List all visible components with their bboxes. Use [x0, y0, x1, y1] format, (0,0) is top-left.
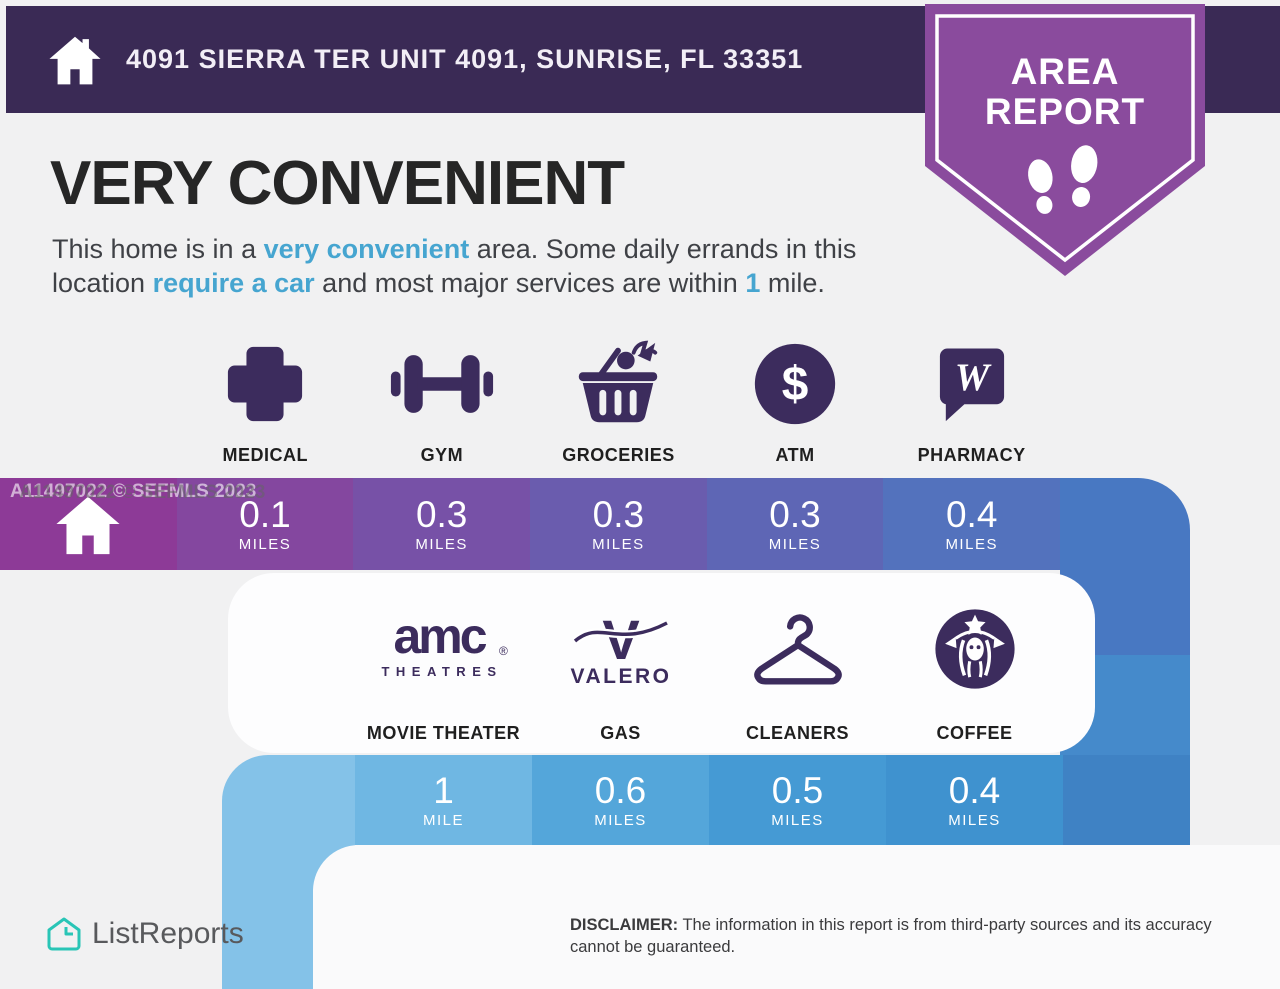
- intro-highlight: very convenient: [263, 234, 470, 264]
- distance-segment-groceries: 0.3 MILES: [530, 478, 707, 570]
- distance-unit: MILES: [238, 535, 292, 553]
- place-gas: V VALERO GAS: [532, 582, 709, 744]
- place-label: ATM: [775, 445, 815, 465]
- distance-unit: MILES: [594, 811, 647, 829]
- intro-text: This home is in a: [52, 234, 264, 264]
- distance-unit: MILES: [948, 811, 1001, 829]
- distance-band-top: 0.1 MILES 0.3 MILES 0.3 MILES 0.3 MILES …: [0, 478, 1061, 570]
- dumbbell-icon: [389, 330, 495, 437]
- badge-pennant-shape: [925, 4, 1205, 276]
- grocery-basket-icon: [571, 330, 665, 437]
- places-row-2: amc ® THEATRES MOVIE THEATER V VALERO GA…: [355, 582, 1063, 744]
- intro-highlight: 1: [745, 268, 761, 298]
- starbucks-logo-icon: [931, 582, 1019, 715]
- home-icon: [46, 33, 104, 87]
- distance-value: 1: [433, 769, 454, 811]
- place-label: GYM: [420, 445, 464, 465]
- svg-text:amc: amc: [393, 613, 486, 664]
- svg-text:V: V: [602, 609, 639, 671]
- place-label: MOVIE THEATER: [366, 723, 521, 743]
- brand-name: ListReports: [92, 917, 244, 950]
- distance-segment-movie-theater: 1 MILE: [355, 755, 532, 845]
- distance-band-bottom: 1 MILE 0.6 MILES 0.5 MILES 0.4 MILES: [355, 755, 1190, 845]
- place-label: GAS: [600, 723, 641, 743]
- distance-segment-medical: 0.1 MILES: [176, 478, 354, 570]
- place-cleaners: CLEANERS: [709, 582, 886, 744]
- distance-value: 0.1: [239, 493, 291, 535]
- disclaimer-label: DISCLAIMER:: [570, 916, 679, 934]
- distance-unit: MILES: [592, 535, 645, 553]
- distance-value: 0.3: [592, 493, 645, 535]
- place-movie-theater: amc ® THEATRES MOVIE THEATER: [355, 582, 532, 744]
- band-tail-segment: [1063, 755, 1190, 845]
- distance-segment-coffee: 0.4 MILES: [886, 755, 1063, 845]
- place-label: MEDICAL: [222, 445, 309, 465]
- footer-panel: [313, 845, 1280, 989]
- place-groceries: GROCERIES: [530, 330, 707, 466]
- distance-segment-cleaners: 0.5 MILES: [709, 755, 886, 845]
- distance-segment-gym: 0.3 MILES: [353, 478, 531, 570]
- badge-line1: AREA: [1011, 51, 1120, 92]
- place-medical: MEDICAL: [177, 330, 354, 466]
- page-title: VERY CONVENIENT: [50, 149, 625, 218]
- area-report-badge: AREA REPORT: [925, 4, 1205, 282]
- distance-value: 0.4: [945, 493, 998, 535]
- medical-cross-icon: [224, 330, 306, 437]
- svg-text:®: ®: [499, 644, 508, 658]
- intro-text: and most major services are within: [314, 268, 746, 298]
- disclaimer: DISCLAIMER: The information in this repo…: [570, 914, 1218, 958]
- distance-unit: MILE: [422, 811, 464, 829]
- home-icon: [56, 496, 120, 555]
- property-address: 4091 SIERRA TER UNIT 4091, SUNRISE, FL 3…: [126, 44, 804, 74]
- distance-unit: MILES: [768, 535, 822, 553]
- footprints-icon: [1028, 145, 1098, 214]
- intro-highlight: require a car: [152, 268, 315, 298]
- listreports-logo-icon: [47, 917, 81, 951]
- distance-value: 0.3: [415, 493, 468, 535]
- places-row-1: MEDICAL GYM: [177, 330, 1060, 466]
- distance-segment-pharmacy: 0.4 MILES: [883, 478, 1061, 570]
- band-home-segment: [0, 478, 177, 570]
- dollar-circle-icon: $: [752, 330, 838, 437]
- badge-line2: REPORT: [985, 91, 1145, 132]
- valero-logo-icon: V VALERO: [569, 582, 673, 715]
- distance-value: 0.6: [594, 769, 647, 811]
- place-pharmacy: W PHARMACY: [883, 330, 1060, 466]
- svg-text:$: $: [782, 358, 809, 411]
- place-label: COFFEE: [936, 723, 1013, 743]
- intro-text: mile.: [760, 268, 825, 298]
- amc-theatres-logo-icon: amc ® THEATRES: [369, 582, 519, 715]
- distance-unit: MILES: [415, 535, 468, 553]
- distance-unit: MILES: [771, 811, 824, 829]
- distance-segment-gas: 0.6 MILES: [532, 755, 709, 845]
- svg-text:THEATRES: THEATRES: [381, 664, 502, 679]
- distance-value: 0.4: [948, 769, 1001, 811]
- distance-segment-atm: 0.3 MILES: [706, 478, 884, 570]
- svg-text:W: W: [954, 355, 991, 398]
- place-label: PHARMACY: [917, 445, 1026, 465]
- intro-text: area. Some daily errands in this locatio…: [52, 234, 857, 298]
- place-coffee: COFFEE: [886, 582, 1063, 744]
- intro-paragraph: This home is in a very convenient area. …: [52, 232, 932, 300]
- distance-value: 0.3: [769, 493, 821, 535]
- distance-value: 0.5: [771, 769, 824, 811]
- svg-text:VALERO: VALERO: [570, 665, 671, 688]
- place-gym: GYM: [354, 330, 531, 466]
- place-atm: $ ATM: [707, 330, 884, 466]
- hanger-icon: [747, 582, 849, 715]
- place-label: CLEANERS: [745, 723, 849, 743]
- place-label: GROCERIES: [562, 445, 675, 465]
- listreports-brand: ListReports: [46, 916, 244, 952]
- distance-unit: MILES: [945, 535, 998, 553]
- disclaimer-text: The information in this report is from t…: [570, 916, 1212, 956]
- walgreens-logo-icon: W: [934, 330, 1010, 437]
